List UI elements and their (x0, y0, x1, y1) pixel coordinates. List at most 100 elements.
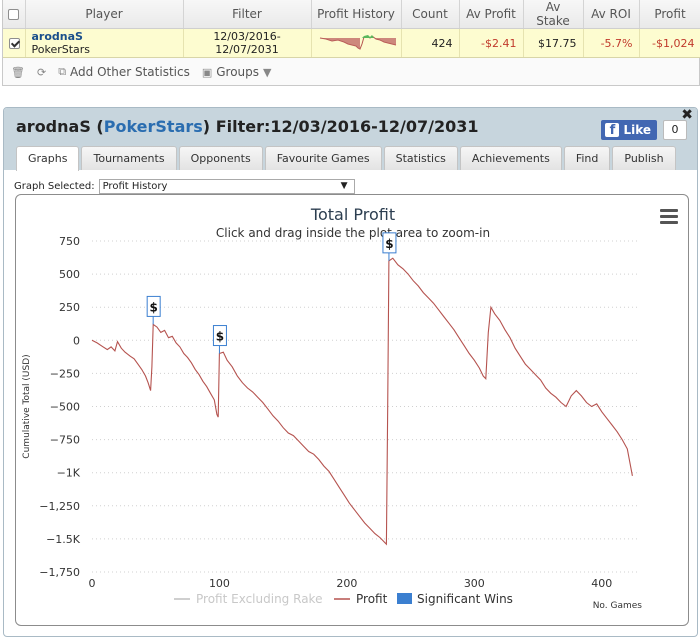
header-filter[interactable]: Filter (183, 0, 312, 29)
groups-label: Groups (216, 65, 260, 79)
legend-symbol-significant-wins (397, 593, 412, 604)
player-site: PokerStars (31, 43, 91, 56)
title-site-link[interactable]: PokerStars (103, 117, 203, 136)
header-av-profit[interactable]: Av Profit (459, 0, 524, 29)
panel-title: arodnaS (PokerStars) Filter:12/03/2016-1… (16, 117, 479, 136)
y-tick-label: −1K (57, 467, 81, 480)
x-axis-label: No. Games (593, 601, 643, 611)
panel-header: arodnaS (PokerStars) Filter:12/03/2016-1… (4, 107, 697, 171)
select-all-checkbox[interactable] (8, 9, 20, 20)
tab-graphs[interactable]: Graphs (16, 146, 80, 171)
refresh-button[interactable]: ⟳ (37, 66, 46, 79)
add-other-statistics-button[interactable]: ⧉ Add Other Statistics (58, 65, 190, 79)
tab-statistics[interactable]: Statistics (383, 146, 458, 170)
y-tick-label: −250 (50, 367, 80, 380)
close-icon[interactable]: ✖ (681, 107, 693, 123)
stats-header-row: Player Filter Profit History Count Av Pr… (3, 0, 700, 29)
facebook-like-button[interactable]: f Like (601, 120, 657, 140)
tab-tournaments[interactable]: Tournaments (81, 146, 177, 170)
x-tick-label: 400 (591, 577, 612, 590)
profit-chart[interactable]: Total Profit Click and drag inside the pl… (16, 195, 689, 626)
tab-achievements[interactable]: Achievements (459, 146, 562, 170)
row-select-cell (3, 28, 26, 58)
significant-win-marker (212, 325, 227, 347)
chevron-down-icon: ▼ (263, 65, 272, 79)
significant-win-dollar-icon: $ (216, 330, 224, 344)
y-tick-label: −1.5K (46, 533, 81, 546)
select-all-header (3, 0, 26, 29)
x-tick-label: 300 (464, 577, 485, 590)
significant-win-dollar-icon: $ (149, 300, 157, 314)
y-tick-label: −750 (50, 434, 80, 447)
filter-cell: 12/03/2016- 12/07/2031 (183, 28, 312, 58)
tab-favourite-games[interactable]: Favourite Games (264, 146, 382, 170)
stats-panel: Player Filter Profit History Count Av Pr… (2, 0, 700, 86)
y-tick-label: 250 (59, 301, 80, 314)
av-stake-cell: $17.75 (523, 28, 584, 58)
header-profit[interactable]: Profit (639, 0, 700, 29)
x-tick-label: 200 (336, 577, 357, 590)
significant-win-dollar-icon: $ (385, 237, 393, 251)
chart-menu-icon[interactable] (660, 209, 678, 227)
add-other-statistics-label: Add Other Statistics (70, 65, 190, 79)
add-stats-icon: ⧉ (58, 65, 67, 78)
header-av-stake[interactable]: Av Stake (523, 0, 584, 29)
graph-selected-label: Graph Selected: (14, 181, 95, 192)
facebook-icon: f (605, 123, 620, 137)
legend-profit-excluding-rake: Profit Excluding Rake (196, 592, 322, 606)
count-cell: 424 (401, 28, 460, 58)
y-tick-label: 0 (73, 334, 80, 347)
av-roi-cell: -5.7% (583, 28, 640, 58)
title-filter: Filter:12/03/2016-12/07/2031 (215, 117, 479, 136)
trash-icon: 🗑 (11, 65, 25, 79)
graph-select-row: Graph Selected: Profit History ▼ (14, 179, 355, 194)
significant-win-marker (146, 295, 161, 317)
title-player: arodnaS (16, 117, 91, 136)
chart-container[interactable]: Total Profit Click and drag inside the pl… (15, 194, 689, 626)
header-profit-history[interactable]: Profit History (311, 0, 402, 29)
delete-button[interactable]: 🗑 (11, 66, 25, 79)
stats-toolbar: 🗑 ⟳ ⧉ Add Other Statistics ▣ Groups ▼ (3, 58, 699, 86)
filter-line2: 12/07/2031 (215, 43, 279, 56)
header-count[interactable]: Count (401, 0, 460, 29)
panel-tabs: Graphs Tournaments Opponents Favourite Game… (16, 146, 676, 171)
profit-history-cell (311, 28, 402, 58)
row-checkbox[interactable] (9, 38, 20, 49)
groups-dropdown[interactable]: ▣ Groups ▼ (202, 65, 272, 79)
chart-title: Total Profit (310, 205, 395, 224)
x-tick-label: 0 (89, 577, 96, 590)
profit-series-line (91, 257, 633, 546)
table-row[interactable]: arodnaS PokerStars 12/03/2016- 12/07/203… (3, 28, 700, 58)
sparkline-fill-neg2 (373, 37, 396, 45)
stats-table: Player Filter Profit History Count Av Pr… (3, 0, 700, 58)
profit-cell: -$1,024 (639, 28, 700, 58)
dropdown-arrow-icon: ▼ (340, 181, 348, 191)
player-cell: arodnaS PokerStars (25, 28, 184, 58)
tab-opponents[interactable]: Opponents (178, 146, 263, 170)
sparkline-fill (319, 37, 360, 49)
graph-selected-value: Profit History (102, 181, 168, 192)
x-tick-label: 100 (209, 577, 230, 590)
legend-significant-wins: Significant Wins (417, 592, 513, 606)
player-panel: arodnaS (PokerStars) Filter:12/03/2016-1… (3, 107, 698, 637)
y-axis-label: Cumulative Total (USD) (22, 354, 32, 458)
tab-publish[interactable]: Publish (612, 146, 676, 170)
tab-find[interactable]: Find (563, 146, 611, 170)
y-tick-label: −500 (50, 401, 80, 414)
filter-line1: 12/03/2016- (213, 30, 281, 43)
facebook-like-count: 0 (663, 120, 687, 140)
player-name-link[interactable]: arodnaS (31, 30, 83, 43)
y-tick-label: −1,250 (39, 500, 80, 513)
sparkline-line (319, 34, 396, 50)
legend-profit: Profit (356, 592, 388, 606)
groups-icon: ▣ (201, 65, 213, 79)
chart-subtitle: Click and drag inside the plot area to z… (216, 226, 490, 240)
header-player[interactable]: Player (25, 0, 184, 29)
sparkline (319, 34, 396, 50)
header-av-roi[interactable]: Av ROI (583, 0, 640, 29)
refresh-icon: ⟳ (36, 65, 47, 79)
av-profit-cell: -$2.41 (459, 28, 524, 58)
y-tick-label: −1,750 (39, 566, 80, 579)
y-tick-label: 750 (59, 235, 80, 248)
graph-select-dropdown[interactable]: Profit History ▼ (98, 179, 355, 194)
